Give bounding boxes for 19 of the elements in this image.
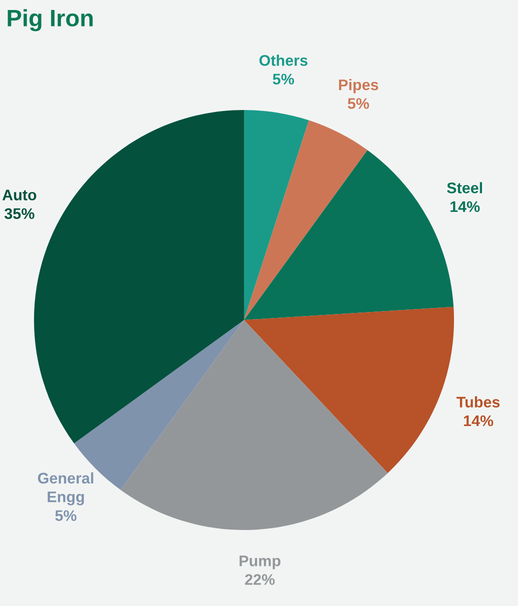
slice-label: Pump bbox=[240, 556, 280, 570]
chart-title: Pig Iron bbox=[8, 9, 93, 32]
data-label: 5% bbox=[55, 510, 76, 521]
data-label: 22% bbox=[245, 574, 275, 585]
data-label: 14% bbox=[450, 201, 480, 212]
data-label: 35% bbox=[4, 208, 34, 220]
pie-slice bbox=[244, 110, 309, 320]
data-label: 5% bbox=[272, 74, 294, 85]
pie-slice bbox=[244, 120, 368, 320]
slice-label: Others bbox=[259, 54, 308, 66]
data-label: 14% bbox=[464, 415, 494, 426]
slice-label: Tubes bbox=[456, 396, 500, 408]
pie-slice bbox=[120, 320, 388, 530]
slice-label: Auto bbox=[2, 190, 36, 200]
slice-label: Pipes bbox=[339, 79, 378, 94]
pie-slice bbox=[244, 306, 454, 474]
data-label: 5% bbox=[348, 98, 370, 109]
slice-label: General Engg bbox=[38, 472, 94, 506]
slice-label: Steel bbox=[447, 182, 482, 194]
